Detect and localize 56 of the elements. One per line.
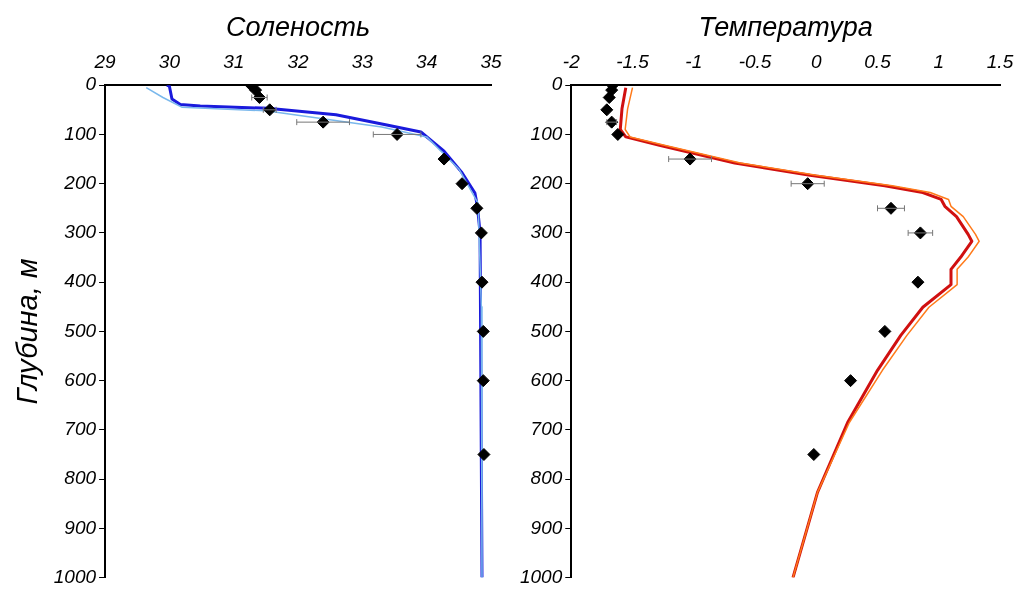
y-tick-label: 700 [64, 418, 97, 440]
x-tick-label: 33 [351, 51, 374, 73]
y-tick-label: 1000 [53, 565, 97, 587]
y-axis-title: Глубина, м [11, 258, 44, 405]
y-tick-label: 0 [551, 73, 563, 95]
y-tick-label: 200 [529, 171, 563, 193]
x-tick-label: -2 [562, 51, 581, 73]
y-tick-label: 800 [530, 467, 563, 489]
point [611, 127, 625, 141]
point [807, 448, 821, 461]
point [600, 103, 614, 117]
y-tick-label: 400 [530, 270, 563, 292]
y-tick-label: 600 [64, 368, 97, 390]
y-tick-label: 500 [530, 319, 563, 341]
point [844, 374, 858, 388]
point [476, 374, 490, 388]
y-tick-label: 600 [530, 368, 563, 390]
y-tick-label: 400 [64, 270, 97, 292]
x-tick-label: 29 [93, 51, 117, 73]
x-tick-label: 1 [933, 51, 945, 73]
point [602, 91, 616, 105]
y-tick-label: 200 [63, 171, 97, 193]
y-tick-label: 1000 [519, 565, 563, 587]
point [477, 448, 491, 461]
point [455, 177, 469, 191]
x-tick-label: -1 [685, 51, 703, 73]
y-tick-label: 300 [64, 221, 97, 243]
point [911, 275, 925, 289]
point [437, 152, 451, 166]
y-tick-label: 100 [530, 122, 563, 144]
x-tick-label: 31 [223, 51, 245, 73]
point [470, 201, 484, 215]
x-axis-title: Соленость [225, 11, 371, 42]
x-tick-label: 1.5 [986, 51, 1014, 73]
x-tick-label: 0 [810, 51, 822, 73]
y-tick-label: 0 [85, 73, 97, 95]
y-tick-label: 800 [64, 467, 97, 489]
y-tick-label: 100 [64, 122, 97, 144]
y-tick-label: 900 [64, 516, 97, 538]
point [878, 324, 892, 338]
x-tick-label: 35 [480, 51, 502, 73]
x-tick-label: 30 [158, 51, 181, 73]
point [249, 85, 263, 97]
y-tick-label: 500 [64, 319, 97, 341]
point [474, 226, 488, 240]
x-tick-label: 0.5 [864, 51, 892, 73]
x-tick-label: -0.5 [738, 51, 772, 73]
x-tick-label: 32 [287, 51, 310, 73]
y-tick-label: 300 [530, 221, 563, 243]
x-axis-title: Температура [698, 11, 873, 42]
x-tick-label: 34 [416, 51, 438, 73]
y-tick-label: 900 [530, 516, 563, 538]
y-tick-label: 700 [530, 418, 563, 440]
point [475, 275, 489, 289]
point [476, 324, 490, 338]
x-tick-label: -1.5 [616, 51, 650, 73]
